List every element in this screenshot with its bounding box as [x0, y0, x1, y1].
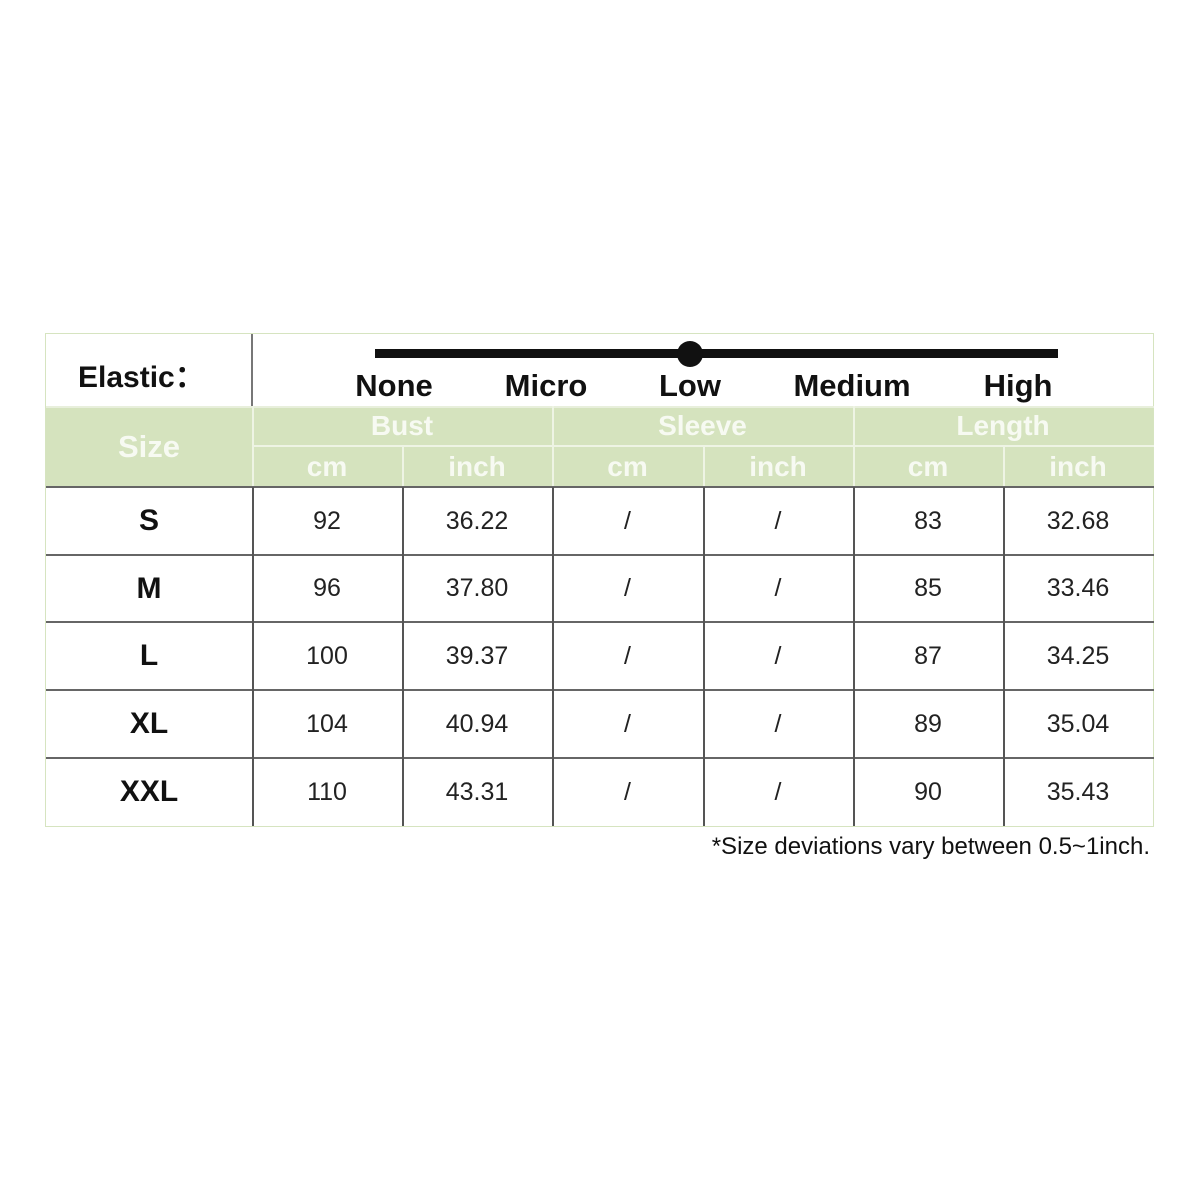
table-cell: 100 — [306, 641, 348, 670]
column-group-sleeve: Sleeve — [552, 406, 853, 446]
divider — [251, 334, 253, 406]
elasticity-level-none: None — [355, 368, 433, 403]
table-cell: / — [624, 709, 631, 738]
table-cell: 34.25 — [1046, 641, 1110, 670]
unit-header: cm — [853, 446, 1003, 487]
table-cell: 39.37 — [445, 641, 509, 670]
divider — [1003, 446, 1005, 487]
table-cell: 96 — [313, 574, 341, 602]
size-label: XXL — [119, 775, 179, 808]
table-cell: 92 — [313, 506, 341, 535]
size-label: XL — [129, 707, 169, 740]
table-cell: 104 — [306, 709, 348, 738]
table-cell: 43.31 — [445, 777, 509, 806]
table-cell: / — [774, 777, 782, 806]
table-cell: 37.80 — [445, 574, 509, 602]
unit-header: cm — [252, 446, 402, 487]
unit-header: inch — [703, 446, 853, 487]
table-cell: / — [774, 574, 782, 602]
size-label: M — [136, 571, 162, 605]
divider — [402, 446, 404, 487]
table-cell: 36.22 — [445, 506, 509, 535]
elastic-label: Elastic： — [78, 361, 205, 394]
divider — [252, 406, 254, 487]
elasticity-level-high: High — [983, 368, 1053, 403]
column-divider — [252, 487, 254, 826]
row-divider — [46, 757, 1154, 759]
column-divider — [552, 487, 554, 826]
elasticity-level-low: Low — [659, 368, 721, 403]
table-cell: 87 — [914, 641, 942, 670]
table-cell: 40.94 — [445, 709, 509, 738]
size-deviation-footnote: *Size deviations vary between 0.5~1inch. — [711, 833, 1150, 860]
table-cell: / — [624, 574, 631, 602]
table-cell: 90 — [914, 777, 942, 806]
table-cell: 89 — [914, 709, 942, 738]
column-divider — [853, 487, 855, 826]
divider — [703, 446, 705, 487]
column-group-bust: Bust — [252, 406, 552, 446]
size-label: S — [138, 504, 159, 537]
column-divider — [1003, 487, 1005, 826]
table-cell: 35.43 — [1046, 777, 1110, 806]
elasticity-level-medium: Medium — [793, 368, 911, 403]
size-chart-table — [45, 333, 1154, 827]
elasticity-level-micro: Micro — [504, 368, 588, 403]
table-cell: 32.68 — [1046, 506, 1110, 535]
row-divider — [46, 621, 1154, 623]
divider — [853, 406, 855, 487]
size-column-header: Size — [46, 406, 252, 487]
table-cell: 110 — [307, 777, 347, 806]
table-cell: 85 — [914, 574, 942, 602]
table-cell: 33.46 — [1046, 574, 1110, 602]
row-divider — [46, 689, 1154, 691]
table-cell: 35.04 — [1046, 709, 1110, 738]
table-cell: / — [624, 777, 631, 806]
table-cell: / — [774, 709, 782, 738]
row-divider — [46, 554, 1154, 556]
unit-header: cm — [552, 446, 703, 487]
unit-header: inch — [402, 446, 552, 487]
divider — [552, 406, 554, 487]
elasticity-indicator-dot — [677, 341, 703, 367]
table-cell: / — [624, 506, 631, 535]
divider — [46, 406, 1154, 408]
table-cell: / — [624, 641, 631, 670]
size-label: L — [139, 639, 159, 672]
table-cell: / — [774, 506, 782, 535]
column-divider — [703, 487, 705, 826]
column-group-length: Length — [853, 406, 1153, 446]
column-divider — [402, 487, 404, 826]
elasticity-scale-line — [375, 349, 1058, 358]
unit-header: inch — [1003, 446, 1153, 487]
row-divider — [46, 486, 1154, 488]
table-cell: 83 — [914, 506, 942, 535]
table-cell: / — [774, 641, 782, 670]
